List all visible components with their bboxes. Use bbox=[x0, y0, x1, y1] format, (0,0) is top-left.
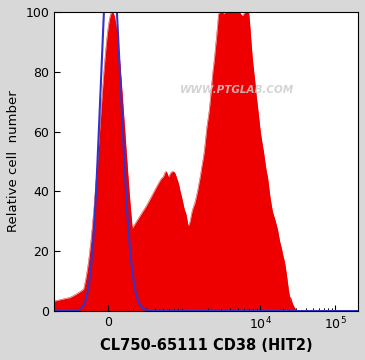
Text: WWW.PTGLAB.COM: WWW.PTGLAB.COM bbox=[180, 85, 294, 95]
X-axis label: CL750-65111 CD38 (HIT2): CL750-65111 CD38 (HIT2) bbox=[100, 338, 312, 353]
Y-axis label: Relative cell  number: Relative cell number bbox=[7, 91, 20, 232]
